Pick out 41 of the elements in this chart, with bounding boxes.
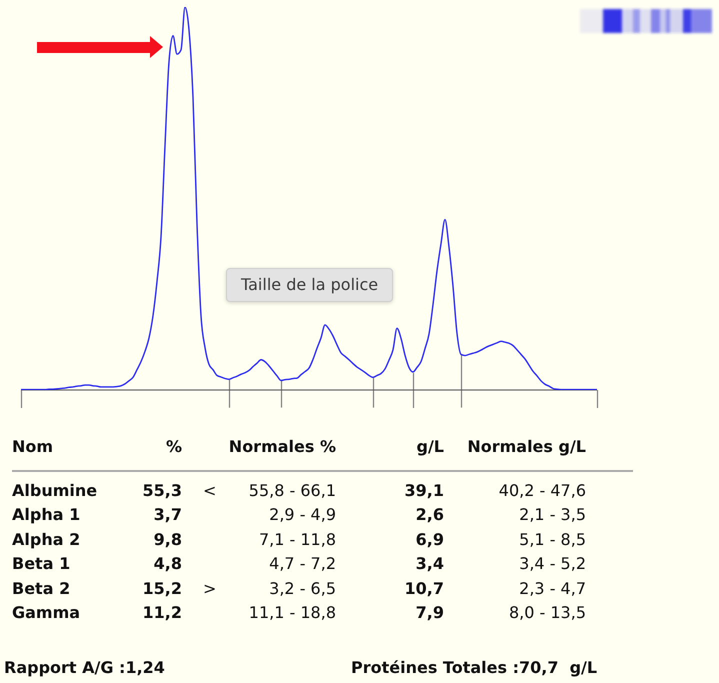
- tooltip: Taille de la police: [226, 268, 394, 302]
- data-label: 2,9 - 4,9: [269, 505, 336, 526]
- data-label: 55,3: [142, 481, 182, 501]
- data-label: 2,1 - 3,5: [519, 505, 586, 526]
- data-label: 4,7 - 7,2: [269, 554, 336, 574]
- data-label: 9,8: [154, 530, 182, 550]
- text: Normales g/L: [467, 437, 586, 457]
- data-label: >: [203, 578, 216, 599]
- data-label: <: [203, 481, 216, 501]
- data-label: 8,0 - 13,5: [508, 603, 586, 623]
- text: Nom: [12, 437, 54, 457]
- annotation: Taille de la police: [241, 275, 378, 294]
- data-label: 11,2: [142, 603, 182, 623]
- data-label: 39,1: [404, 481, 444, 501]
- text: g/L: [416, 437, 444, 457]
- data-label: 6,9: [416, 530, 444, 550]
- data-label: 2,3 - 4,7: [519, 578, 586, 599]
- data-label: 3,2 - 6,5: [269, 578, 336, 599]
- data-label: 40,2 - 47,6: [498, 481, 586, 501]
- text: Normales %: [228, 437, 336, 457]
- category-label: Alpha 2: [12, 530, 80, 550]
- text: %: [166, 437, 182, 457]
- category-label: Albumine: [12, 481, 98, 501]
- data-label: 5,1 - 8,5: [519, 530, 586, 550]
- data-label: 3,4 - 5,2: [519, 554, 586, 574]
- data-label: 11,1 - 18,8: [248, 603, 336, 623]
- category-label: Alpha 1: [12, 505, 80, 526]
- text: Rapport A/G :1,24: [4, 658, 165, 678]
- category-label: Gamma: [12, 603, 80, 623]
- data-label: 7,1 - 11,8: [258, 530, 336, 550]
- data-label: 2,6: [416, 505, 444, 526]
- data-label: 7,9: [416, 603, 444, 623]
- category-label: Beta 2: [12, 578, 70, 599]
- data-label: 3,7: [154, 505, 182, 526]
- data-label: 3,4: [416, 554, 444, 574]
- data-label: 4,8: [154, 554, 182, 574]
- data-label: 10,7: [404, 578, 444, 599]
- data-label: 55,8 - 66,1: [248, 481, 336, 501]
- data-label: 15,2: [142, 578, 182, 599]
- category-label: Beta 1: [12, 554, 70, 574]
- text: Protéines Totales :70,7 g/L: [351, 658, 598, 678]
